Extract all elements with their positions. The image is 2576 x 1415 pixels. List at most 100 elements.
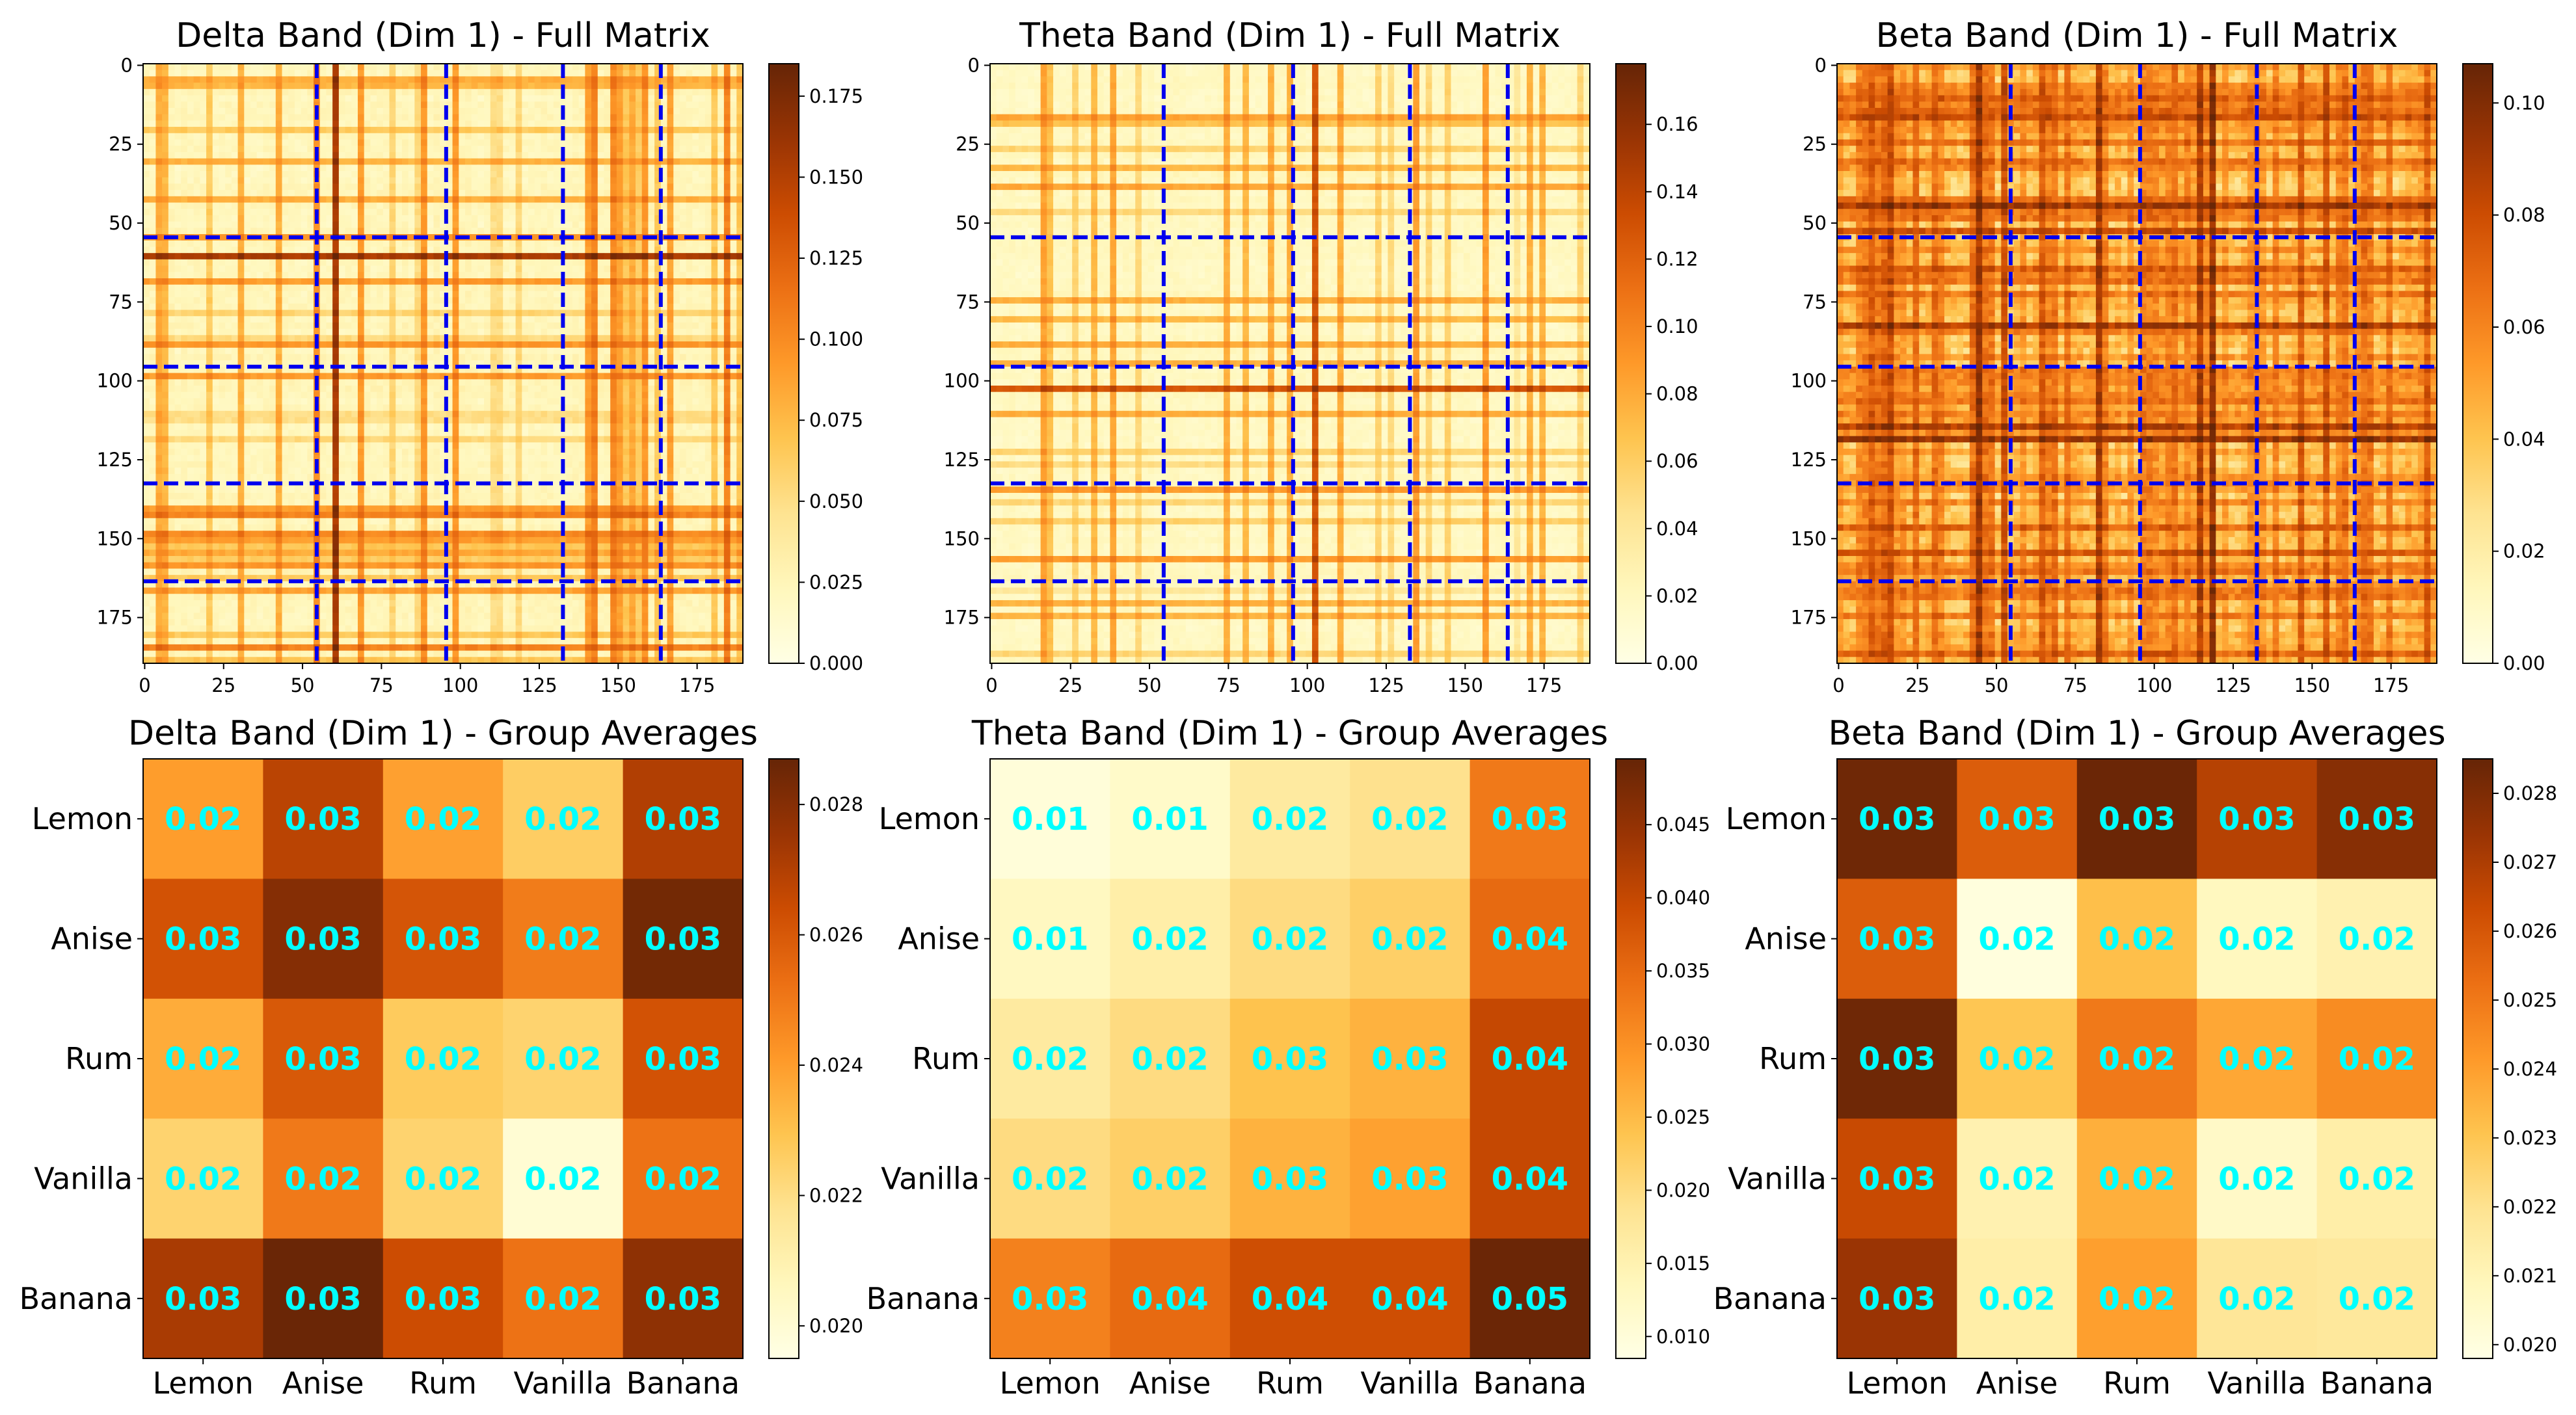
heatmap-cell — [610, 241, 617, 247]
heatmap-cell — [629, 139, 636, 146]
heatmap-cell — [472, 259, 478, 266]
heatmap-cell — [680, 70, 686, 77]
heatmap-cell — [554, 196, 560, 203]
heatmap-cell — [617, 348, 623, 354]
heatmap-cell — [200, 89, 206, 96]
heatmap-cell — [477, 253, 484, 259]
heatmap-cell — [396, 379, 402, 386]
heatmap-cell — [206, 278, 213, 285]
heatmap-cell — [225, 89, 232, 96]
heatmap-cell — [339, 89, 345, 96]
heatmap-cell — [339, 285, 345, 291]
heatmap-cell — [150, 228, 156, 234]
heatmap-cell — [390, 165, 396, 171]
heatmap-cell — [484, 291, 490, 297]
heatmap-cell — [351, 278, 358, 285]
heatmap-cell — [579, 241, 585, 247]
heatmap-cell — [516, 323, 522, 329]
heatmap-cell — [453, 146, 459, 152]
heatmap-cell — [370, 278, 377, 285]
heatmap-cell — [175, 222, 181, 228]
heatmap-cell — [150, 241, 156, 247]
heatmap-cell — [295, 278, 301, 285]
heatmap-cell — [547, 83, 554, 89]
heatmap-cell — [187, 291, 194, 297]
heatmap-cell — [200, 323, 206, 329]
heatmap-cell — [225, 266, 232, 272]
heatmap-cell — [345, 203, 352, 209]
heatmap-cell — [496, 348, 503, 354]
heatmap-cell — [421, 348, 427, 354]
heatmap-cell — [496, 297, 503, 304]
heatmap-cell — [724, 165, 731, 171]
heatmap-cell — [541, 341, 547, 348]
heatmap-cell — [232, 278, 238, 285]
heatmap-cell — [244, 152, 250, 159]
heatmap-cell — [572, 341, 579, 348]
heatmap-cell — [673, 341, 680, 348]
heatmap-cell — [194, 133, 200, 140]
heatmap-cell — [238, 310, 245, 317]
heatmap-cell — [572, 266, 579, 272]
heatmap-cell — [155, 146, 162, 152]
heatmap-cell — [187, 152, 194, 159]
heatmap-cell — [155, 96, 162, 102]
heatmap-cell — [213, 379, 219, 386]
heatmap-cell — [427, 392, 434, 399]
heatmap-cell — [731, 259, 737, 266]
heatmap-cell — [579, 285, 585, 291]
heatmap-cell — [213, 316, 219, 323]
heatmap-cell — [566, 266, 572, 272]
heatmap-cell — [686, 209, 693, 215]
heatmap-cell — [692, 114, 699, 121]
heatmap-cell — [705, 165, 712, 171]
heatmap-cell — [547, 297, 554, 304]
heatmap-cell — [699, 152, 705, 159]
heatmap-cell — [206, 297, 213, 304]
heatmap-cell — [503, 83, 509, 89]
heatmap-cell — [409, 133, 415, 140]
heatmap-cell — [390, 354, 396, 360]
heatmap-cell — [383, 108, 390, 114]
heatmap-cell — [699, 96, 705, 102]
heatmap-cell — [535, 139, 541, 146]
heatmap-cell — [667, 133, 674, 140]
heatmap-cell — [535, 209, 541, 215]
heatmap-cell — [383, 285, 390, 291]
heatmap-cell — [598, 228, 604, 234]
heatmap-cell — [427, 190, 434, 196]
heatmap-cell — [257, 139, 263, 146]
heatmap-cell — [572, 278, 579, 285]
heatmap-cell — [364, 64, 371, 70]
heatmap-cell — [642, 222, 649, 228]
heatmap-cell — [572, 120, 579, 127]
heatmap-cell — [699, 127, 705, 133]
heatmap-cell — [339, 278, 345, 285]
heatmap-cell — [440, 203, 446, 209]
heatmap-cell — [282, 392, 289, 399]
heatmap-cell — [377, 285, 383, 291]
heatmap-cell — [307, 348, 314, 354]
heatmap-cell — [572, 272, 579, 278]
heatmap-cell — [402, 241, 409, 247]
heatmap-cell — [566, 228, 572, 234]
heatmap-cell — [301, 76, 308, 83]
heatmap-cell — [332, 272, 339, 278]
heatmap-cell — [257, 335, 263, 341]
heatmap-cell — [528, 120, 535, 127]
heatmap-cell — [699, 291, 705, 297]
heatmap-cell — [345, 316, 352, 323]
heatmap-cell — [610, 246, 617, 253]
heatmap-cell — [364, 222, 371, 228]
heatmap-cell — [295, 354, 301, 360]
heatmap-cell — [396, 329, 402, 336]
heatmap-cell — [692, 228, 699, 234]
heatmap-cell — [465, 329, 472, 336]
heatmap-cell — [143, 272, 150, 278]
heatmap-cell — [453, 259, 459, 266]
heatmap-cell — [509, 64, 516, 70]
heatmap-cell — [528, 241, 535, 247]
heatmap-cell — [705, 304, 712, 310]
heatmap-cell — [332, 259, 339, 266]
heatmap-cell — [554, 171, 560, 178]
